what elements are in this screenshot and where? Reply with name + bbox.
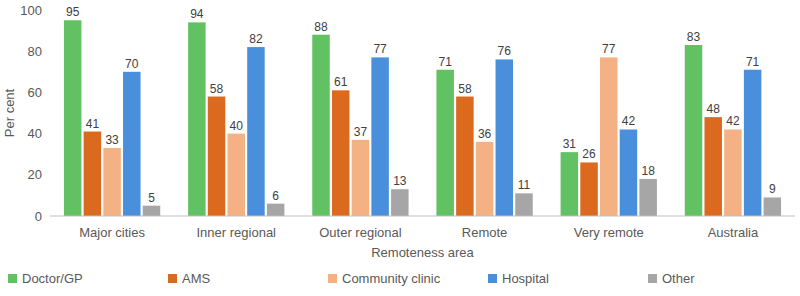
bar (267, 204, 285, 216)
bar (685, 45, 703, 216)
legend: Doctor/GP AMS Community clinic Hospital Othe… (8, 271, 695, 286)
bar (247, 47, 265, 216)
x-tick-label: Inner regional (197, 225, 277, 240)
bar (228, 134, 246, 216)
bar (188, 22, 206, 216)
data-label: 70 (125, 57, 139, 71)
legend-swatch (328, 274, 337, 283)
bar (143, 206, 161, 216)
bar (639, 179, 657, 216)
bar (600, 57, 618, 216)
data-labels: 95 41 33 70 5 94 58 40 82 6 88 61 37 77 13 71 58 36 76 11 31… (66, 5, 776, 204)
bar (620, 129, 638, 216)
bar (436, 70, 454, 216)
data-label: 83 (687, 30, 701, 44)
x-tick-label: Outer regional (319, 225, 401, 240)
bars (64, 20, 781, 216)
y-tick-label: 40 (28, 126, 42, 141)
legend-swatch (648, 274, 657, 283)
bar (561, 152, 579, 216)
data-label: 18 (641, 164, 655, 178)
bar (64, 20, 82, 216)
data-label: 61 (334, 75, 348, 89)
bar (84, 132, 102, 216)
bar (391, 189, 409, 216)
y-tick-label: 60 (28, 85, 42, 100)
y-tick-label: 20 (28, 167, 42, 182)
bar (103, 148, 121, 216)
bar (724, 129, 742, 216)
data-label: 76 (498, 44, 512, 58)
legend-label: Doctor/GP (22, 271, 83, 286)
data-label: 48 (707, 102, 721, 116)
bar (515, 193, 533, 216)
y-tick-label: 100 (20, 3, 42, 18)
bar (208, 97, 226, 216)
data-label: 31 (563, 137, 577, 151)
chart: 0 20 40 60 80 100 Per cent 95 41 33 70 5 94 58 40 82 6 88… (0, 0, 800, 296)
legend-label: AMS (182, 271, 211, 286)
x-tick-label: Major cities (79, 225, 145, 240)
data-label: 37 (354, 125, 368, 139)
y-tick-label: 0 (35, 209, 42, 224)
y-axis-title: Per cent (2, 88, 17, 137)
bar (580, 162, 598, 216)
bar (744, 70, 762, 216)
bar (476, 142, 494, 216)
data-label: 58 (458, 82, 472, 96)
data-label: 36 (478, 127, 492, 141)
data-label: 77 (602, 42, 616, 56)
data-label: 77 (373, 42, 387, 56)
bar (123, 72, 140, 216)
data-label: 26 (582, 147, 596, 161)
data-label: 42 (622, 114, 636, 128)
x-tick-label: Remote (462, 225, 508, 240)
legend-label: Other (662, 271, 695, 286)
data-label: 13 (393, 174, 407, 188)
bar (371, 57, 389, 216)
x-axis-title: Remoteness area (371, 245, 474, 260)
bar (456, 97, 474, 216)
bar (312, 35, 330, 216)
data-label: 33 (105, 133, 119, 147)
data-label: 82 (249, 32, 263, 46)
x-axis-line (50, 216, 795, 217)
bar (496, 59, 514, 216)
data-label: 11 (518, 178, 531, 192)
data-label: 40 (230, 119, 244, 133)
data-label: 71 (439, 55, 453, 69)
data-label: 88 (314, 20, 328, 34)
legend-swatch (168, 274, 177, 283)
data-label: 71 (746, 55, 760, 69)
data-label: 5 (148, 191, 155, 205)
data-label: 9 (769, 182, 776, 196)
data-label: 41 (86, 117, 100, 131)
x-tick-label: Australia (708, 225, 759, 240)
data-label: 94 (190, 7, 204, 21)
data-label: 95 (66, 5, 80, 19)
y-tick-label: 80 (28, 44, 42, 59)
bar (352, 140, 370, 216)
x-tick-label: Very remote (574, 225, 644, 240)
bar (704, 117, 722, 216)
data-label: 6 (272, 189, 279, 203)
legend-label: Community clinic (342, 271, 441, 286)
legend-swatch (488, 274, 497, 283)
data-label: 42 (726, 114, 740, 128)
bar (764, 197, 782, 216)
legend-swatch (8, 274, 17, 283)
legend-label: Hospital (502, 271, 549, 286)
data-label: 58 (210, 82, 224, 96)
bar (332, 90, 350, 216)
